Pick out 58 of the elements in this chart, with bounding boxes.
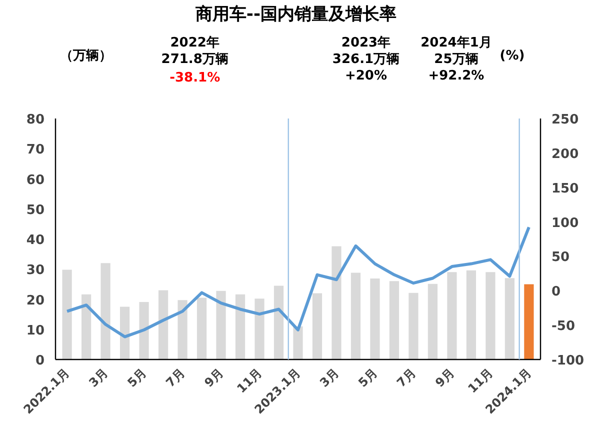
bar [408, 292, 418, 360]
bar [466, 270, 476, 360]
bar [312, 293, 322, 360]
bar [447, 272, 457, 360]
y-tick-label: 0 [35, 354, 44, 368]
bar [216, 290, 226, 360]
bar [62, 270, 72, 360]
chart-title: 商用车--国内销量及增长率 [194, 4, 397, 24]
bar [486, 272, 496, 360]
y2-tick-label: -100 [552, 354, 584, 368]
bar [235, 294, 246, 360]
text: 2022年 271.8万辆 [161, 36, 228, 67]
x-tick-label: 5月 [124, 366, 149, 390]
bar [139, 302, 149, 360]
y-tick-label: 60 [26, 172, 45, 188]
y-tick-label: 70 [26, 142, 45, 158]
bar [389, 281, 400, 360]
y-axis-title: （万辆） [60, 48, 112, 64]
bar [100, 263, 110, 360]
text: -38.1% [170, 70, 220, 86]
y-tick-label: 40 [26, 233, 45, 248]
bar [120, 306, 130, 360]
y2-tick-label: 50 [552, 250, 570, 266]
bar [178, 300, 188, 360]
y-tick-label: 30 [26, 263, 45, 278]
bar [254, 298, 264, 360]
bar [158, 290, 168, 360]
y2-tick-label: 250 [552, 112, 579, 128]
bar [332, 246, 342, 360]
y-tick-label: 80 [26, 112, 45, 128]
text: 2023年 326.1万辆 +20% [332, 36, 400, 84]
x-tick-label: 7月 [163, 366, 188, 390]
x-tick-label: 9月 [432, 366, 457, 390]
y2-tick-label: 100 [552, 216, 579, 231]
bar [81, 294, 92, 360]
bar [504, 278, 515, 360]
bar [196, 298, 207, 360]
y-tick-label: 20 [26, 293, 45, 308]
y-tick-label: 50 [26, 202, 45, 218]
bar [274, 286, 284, 360]
y2-tick-label: -50 [552, 319, 575, 334]
bar [293, 326, 303, 360]
bar [524, 284, 534, 360]
y2-tick-label: 200 [552, 146, 579, 162]
y2-axis-title: (%) [500, 48, 525, 64]
bar [350, 272, 361, 360]
bar [370, 278, 380, 360]
line-series [66, 226, 530, 338]
x-tick-label: 3月 [317, 366, 342, 390]
y2-tick-label: 0 [552, 284, 561, 300]
bar [428, 284, 438, 360]
x-tick-label: 7月 [394, 366, 418, 390]
x-tick-label: 3月 [86, 366, 110, 390]
y2-tick-label: 150 [552, 181, 579, 196]
text: 2024年1月 25万辆 +92.2% [420, 36, 492, 84]
y-tick-label: 10 [26, 323, 45, 338]
x-tick-label: 9月 [202, 366, 226, 390]
x-tick-label: 5月 [356, 366, 380, 390]
